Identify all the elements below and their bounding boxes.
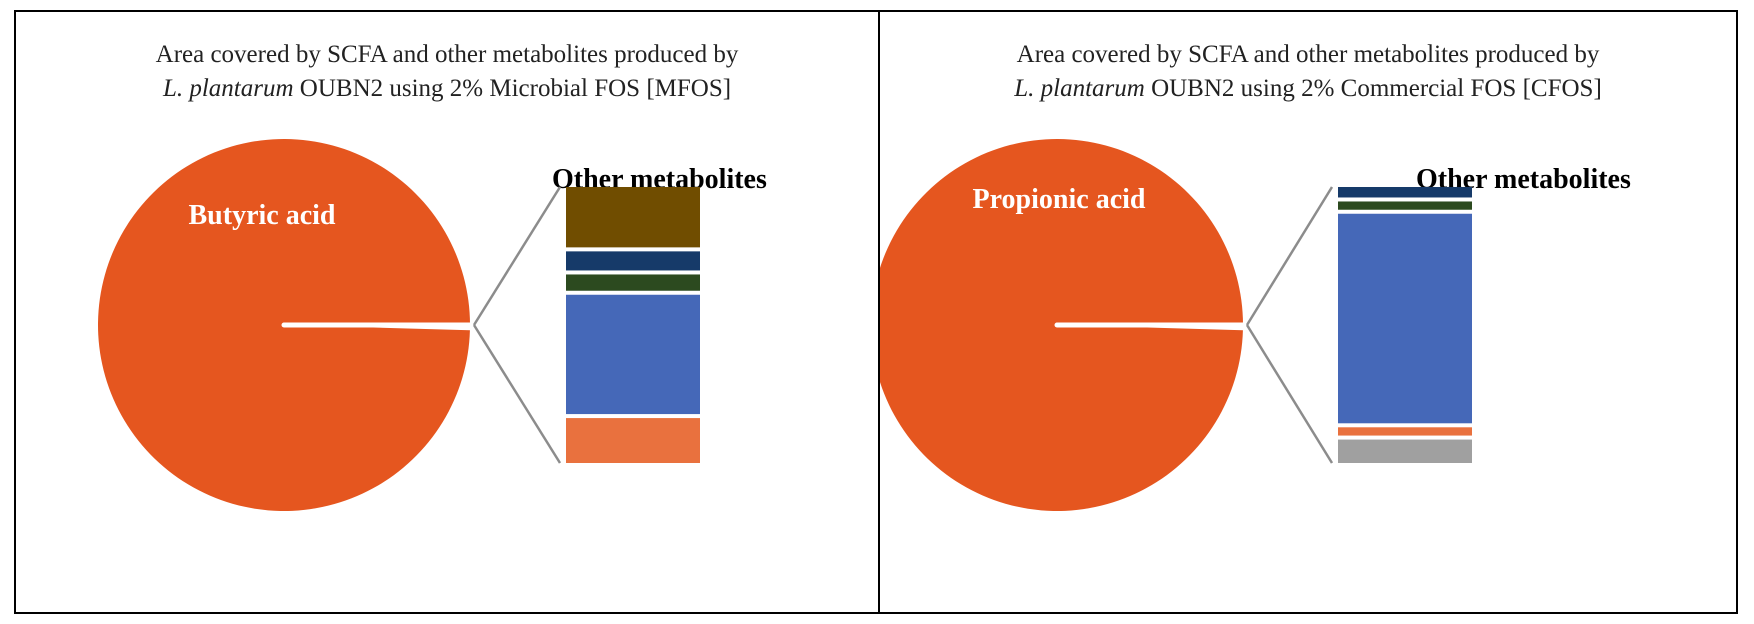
chart-title-species: L. plantarum [1014,75,1145,102]
bar-segment-1 [566,187,700,248]
connector-line-top [1245,186,1334,326]
bar-segment-5 [1338,439,1472,463]
chart-panel-cfos: Area covered by SCFA and other metabolit… [878,10,1738,614]
chart-title-rest: OUBN2 using 2% Commercial FOS [CFOS] [1144,75,1602,102]
pie-slice-main [880,139,1243,511]
connector-line-bottom [472,324,562,464]
bar-segment-3 [1338,213,1472,424]
connector-line-top [472,186,562,326]
chart-title: Area covered by SCFA and other metabolit… [16,38,878,106]
bar-segment-4 [566,294,700,415]
pie-slice-label: Propionic acid [973,184,1146,215]
bar-segment-5 [566,418,700,463]
bar-segment-3 [566,274,700,291]
chart-title-rest: OUBN2 using 2% Microbial FOS [MFOS] [293,75,732,102]
bar-segment-2 [1338,201,1472,210]
chart-title: Area covered by SCFA and other metabolit… [880,38,1736,106]
connector-line-bottom [1245,324,1334,464]
chart-title-line1: Area covered by SCFA and other metabolit… [1016,41,1600,68]
chart-panel-mfos: Area covered by SCFA and other metabolit… [14,10,880,614]
pie-of-bar-chart-cfos: Propionic acid [880,139,1472,511]
pie-slice-label: Butyric acid [189,200,336,231]
bar-segment-4 [1338,427,1472,436]
chart-title-line2: L. plantarum OUBN2 using 2% Commercial F… [880,72,1736,106]
bar-segment-2 [566,251,700,271]
bar-segment-1 [1338,187,1472,198]
chart-title-species: L. plantarum [162,75,294,102]
chart-title-line2: L. plantarum OUBN2 using 2% Microbial FO… [16,72,878,106]
pie-of-bar-chart-mfos: Butyric acid [97,138,700,511]
chart-title-line1: Area covered by SCFA and other metabolit… [155,41,739,68]
